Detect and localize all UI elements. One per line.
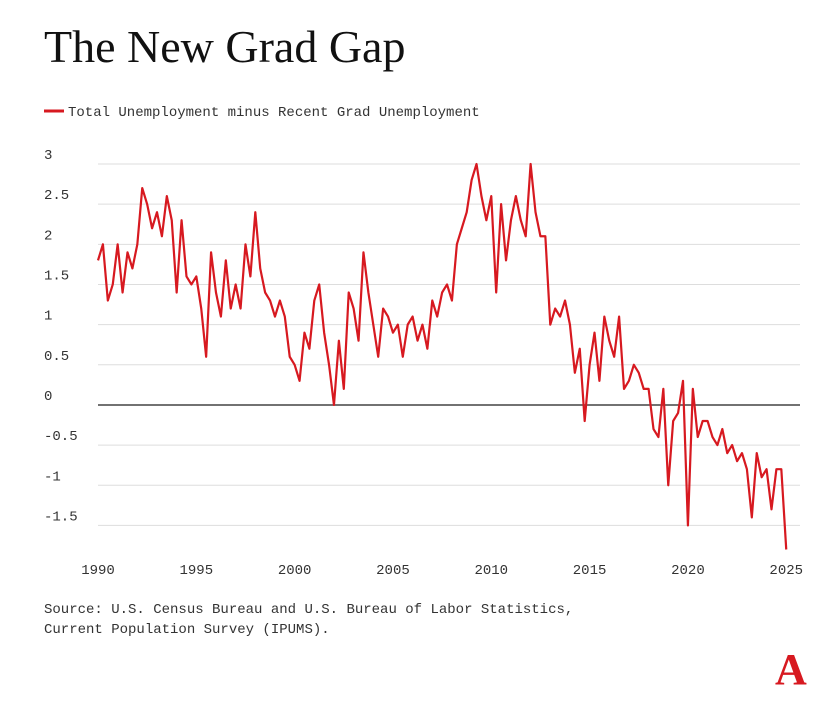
y-tick-label: 2 xyxy=(44,228,52,244)
y-tick-label: 1.5 xyxy=(44,268,69,284)
logo: A xyxy=(775,645,807,694)
y-tick-label: -1 xyxy=(44,469,61,485)
x-tick-label: 2010 xyxy=(474,563,508,579)
y-tick-label: -0.5 xyxy=(44,429,78,445)
data-line xyxy=(96,162,788,550)
y-tick-label: 0 xyxy=(44,389,52,405)
legend-label: Total Unemployment minus Recent Grad Une… xyxy=(68,105,480,121)
x-tick-label: 2025 xyxy=(769,563,803,579)
chart-title: The New Grad Gap xyxy=(44,21,405,72)
y-tick-label: 1 xyxy=(44,309,52,325)
x-tick-label: 2005 xyxy=(376,563,410,579)
x-tick-label: 1995 xyxy=(180,563,214,579)
x-tick-label: 2015 xyxy=(573,563,607,579)
source-text: Current Population Survey (IPUMS). xyxy=(44,622,330,638)
x-tick-label: 1990 xyxy=(81,563,115,579)
y-tick-label: 0.5 xyxy=(44,349,69,365)
x-tick-label: 2020 xyxy=(671,563,705,579)
y-tick-label: 2.5 xyxy=(44,188,69,204)
y-tick-label: -1.5 xyxy=(44,509,78,525)
x-tick-label: 2000 xyxy=(278,563,312,579)
y-tick-label: 3 xyxy=(44,148,52,164)
source-text: Source: U.S. Census Bureau and U.S. Bure… xyxy=(44,602,573,618)
source-line-1: Source: U.S. Census Bureau and U.S. Bure… xyxy=(44,602,573,638)
